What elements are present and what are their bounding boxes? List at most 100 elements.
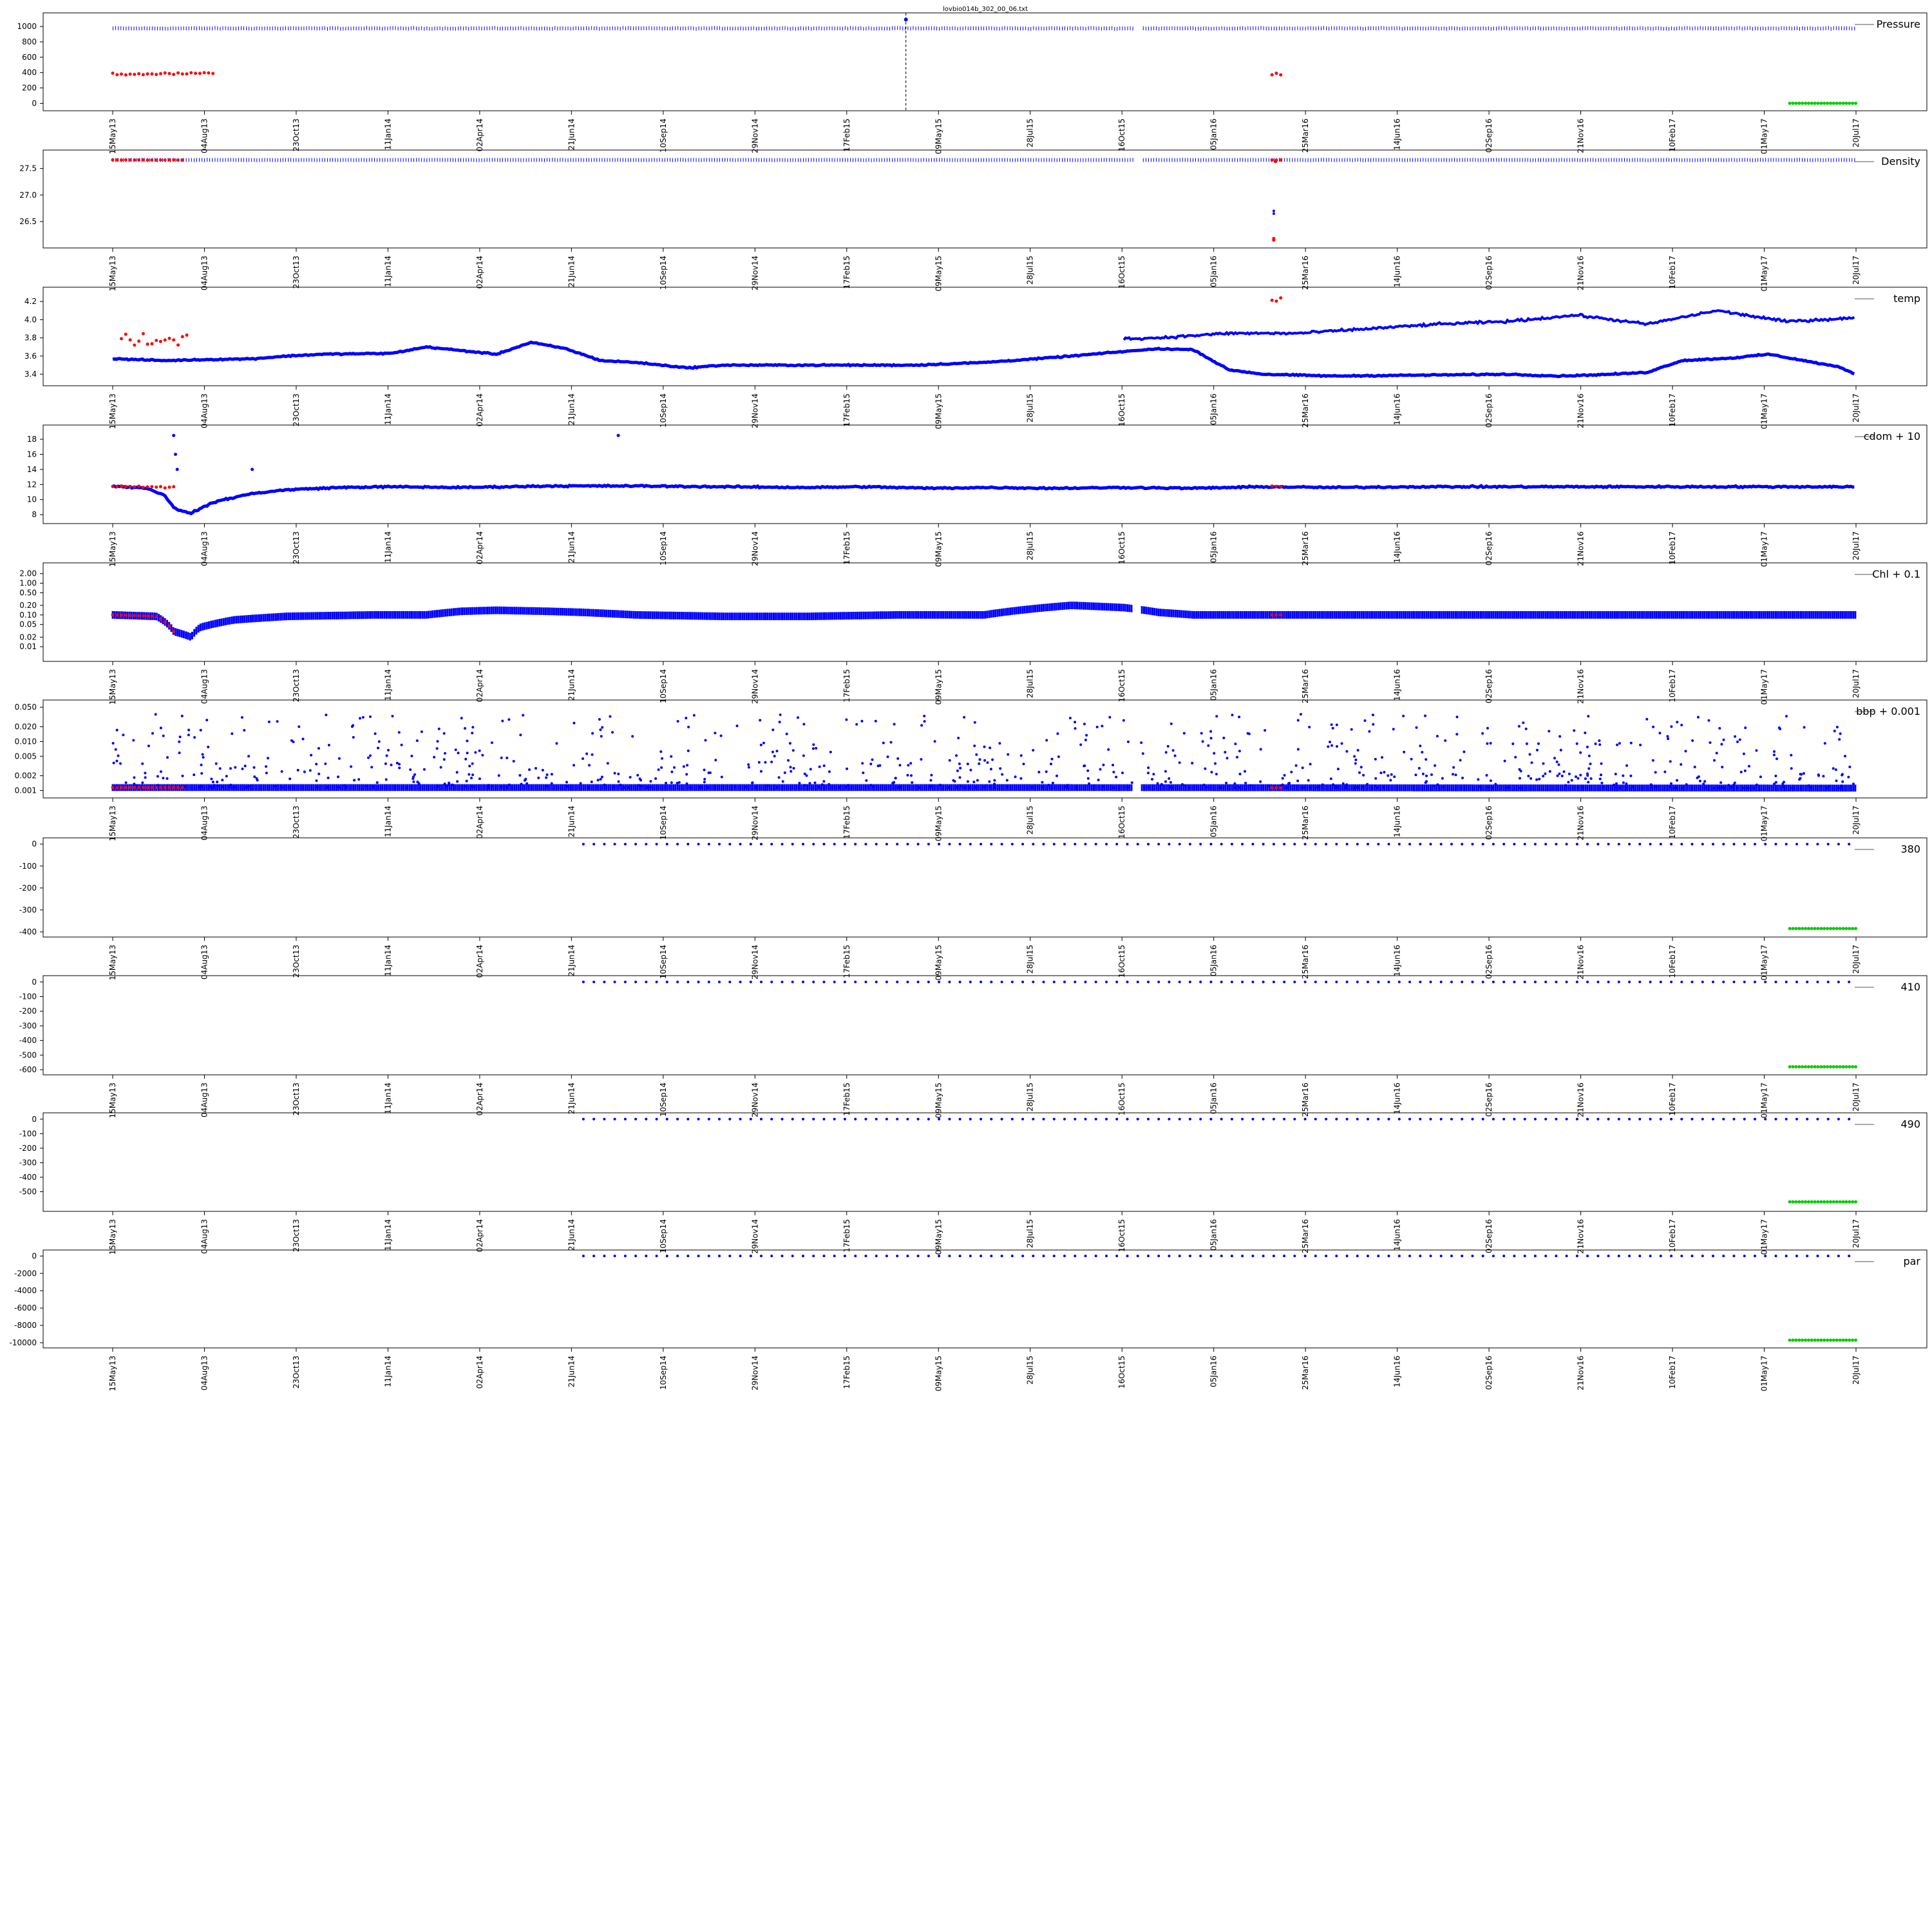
data-point — [958, 980, 961, 983]
data-point — [1147, 980, 1150, 983]
data-point — [1806, 842, 1809, 846]
data-point — [1057, 755, 1060, 758]
data-point — [1279, 158, 1283, 162]
data-point — [1774, 1255, 1777, 1258]
data-point — [1274, 299, 1278, 303]
data-point — [1086, 769, 1090, 772]
x-tick-label: 25Mar16 — [1301, 531, 1310, 565]
x-tick-label: 05Jan16 — [1209, 1219, 1218, 1251]
data-point — [1308, 726, 1311, 728]
data-point — [1790, 753, 1793, 757]
data-point — [1452, 766, 1455, 769]
data-point — [1084, 1255, 1087, 1258]
data-point — [1042, 842, 1045, 846]
data-point — [1274, 786, 1278, 790]
data-point — [599, 778, 602, 781]
data-point — [1191, 762, 1194, 764]
data-point — [1164, 770, 1167, 773]
data-point — [1450, 1255, 1453, 1258]
data-point — [185, 72, 189, 76]
data-point — [1826, 980, 1830, 983]
x-tick-label: 21Nov16 — [1577, 1083, 1586, 1117]
data-point — [1274, 71, 1278, 75]
data-point — [133, 614, 137, 618]
x-tick-label: 16Oct15 — [1117, 669, 1126, 702]
data-point — [1676, 721, 1679, 724]
data-point — [303, 770, 306, 773]
data-point — [822, 780, 826, 783]
data-point — [989, 768, 992, 771]
data-point — [1383, 771, 1386, 773]
data-point — [115, 485, 119, 489]
data-point — [1823, 742, 1826, 745]
data-point — [923, 720, 926, 723]
x-tick-label: 17Feb15 — [842, 118, 851, 152]
data-point — [194, 71, 198, 75]
x-tick-label: 20Jul17 — [1852, 1219, 1861, 1248]
data-point — [167, 158, 171, 162]
data-point — [1032, 1117, 1035, 1121]
data-point — [1105, 1255, 1108, 1258]
data-point — [436, 740, 439, 743]
data-point — [808, 782, 811, 785]
data-point — [216, 781, 219, 784]
data-point — [150, 786, 154, 790]
y-tick-label: 0.50 — [19, 588, 37, 597]
data-point — [1419, 980, 1422, 983]
x-tick-label: 21Jun14 — [567, 531, 576, 563]
data-point — [1838, 1338, 1842, 1342]
data-point — [707, 842, 710, 846]
data-point — [654, 777, 658, 780]
data-point — [707, 980, 710, 983]
data-point — [1173, 754, 1177, 757]
data-point — [760, 980, 762, 983]
data-points — [582, 980, 1851, 983]
data-point — [158, 339, 162, 343]
x-tick-label: 02Apr14 — [475, 256, 484, 289]
data-point — [815, 746, 818, 750]
data-point — [1050, 757, 1054, 761]
data-point — [956, 769, 959, 772]
data-point — [115, 759, 118, 762]
data-point — [265, 765, 268, 768]
data-point — [267, 757, 269, 760]
data-point — [180, 72, 184, 76]
data-point — [617, 780, 620, 783]
data-point — [377, 746, 379, 750]
data-point — [906, 842, 909, 846]
y-tick-label: -400 — [19, 1036, 37, 1045]
data-point — [969, 1255, 972, 1258]
data-point — [1822, 775, 1825, 778]
x-tick-label: 17Feb15 — [842, 256, 851, 289]
data-point — [1628, 980, 1631, 983]
data-point — [990, 980, 993, 983]
data-point — [980, 980, 983, 983]
data-point — [397, 731, 401, 734]
data-point — [1794, 1338, 1798, 1342]
data-point — [972, 781, 976, 784]
data-point — [163, 486, 167, 490]
data-point — [1215, 715, 1218, 718]
x-tick-label: 09May15 — [934, 669, 943, 705]
data-point — [1363, 719, 1367, 722]
data-point — [606, 762, 609, 765]
data-point — [413, 773, 416, 776]
data-point — [573, 764, 575, 767]
data-point — [1738, 738, 1741, 741]
data-point — [670, 755, 673, 758]
x-tick-label: 10Feb17 — [1668, 118, 1677, 152]
data-point — [124, 786, 128, 790]
data-point — [760, 1255, 762, 1258]
y-tick-label: 0.005 — [15, 752, 37, 761]
x-tick-label: 23Oct13 — [292, 1219, 301, 1252]
data-point — [1598, 777, 1602, 781]
data-point — [1598, 743, 1602, 746]
data-point — [1586, 745, 1589, 748]
data-point — [802, 842, 804, 846]
data-point — [1785, 980, 1788, 983]
data-point — [1262, 1255, 1265, 1258]
data-point — [1791, 927, 1795, 931]
data-point — [1823, 101, 1826, 105]
data-point — [957, 737, 960, 739]
